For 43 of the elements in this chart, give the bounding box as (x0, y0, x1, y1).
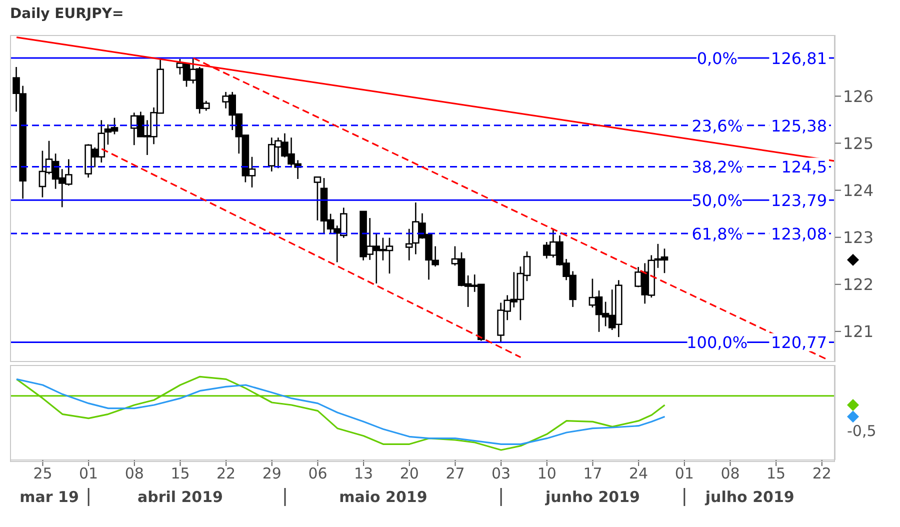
x-tick-label: 15 (170, 464, 190, 483)
x-tick-label: 20 (400, 464, 419, 483)
x-tick-label: 08 (124, 464, 144, 483)
ref-line-label: 123,08 (771, 224, 827, 244)
ref-line-label: 120,77 (771, 333, 827, 352)
x-tick-label: 25 (33, 464, 52, 483)
x2-tick-label: mar 19 (20, 488, 79, 506)
x-tick-label: 08 (720, 464, 740, 483)
y-tick-label: 126 (843, 86, 874, 106)
x2-tick-label: junho 2019 (544, 488, 640, 506)
x-tick-label: 01 (674, 464, 694, 483)
x-tick-label: 22 (812, 464, 832, 483)
annotation: 100,0% (686, 333, 748, 352)
x-tick-label: 13 (354, 464, 374, 483)
annotation: 0,0% (696, 49, 738, 68)
x-tick-label: 22 (216, 464, 236, 483)
chart-title: Daily EURJPY= (10, 6, 124, 22)
ref-line-label: 126,81 (771, 49, 827, 68)
ref-line-label: 124,5 (781, 158, 827, 177)
y-tick-label: 123 (843, 228, 874, 247)
x2-tick-label: maio 2019 (339, 488, 428, 506)
y-tick-label: 125 (843, 134, 874, 153)
x-tick-label: 03 (492, 464, 511, 483)
x-tick-label: 29 (262, 464, 282, 483)
annotation: 38,2% (692, 158, 743, 177)
y-tick-label: 124 (843, 180, 874, 200)
annotation: 23,6% (692, 116, 743, 136)
x2-tick-label: abril 2019 (137, 488, 223, 506)
ref-line-label: 125,38 (771, 116, 827, 136)
x-tick-label: 01 (79, 464, 98, 483)
x-tick-label: 24 (629, 464, 648, 483)
x-tick-label: 10 (537, 464, 556, 483)
x-tick-label: 27 (446, 464, 465, 483)
x-tick-label: 06 (308, 464, 328, 483)
ref-line-label: 123,79 (771, 191, 827, 210)
x-tick-label: 15 (766, 464, 786, 483)
text: -0,5 (847, 422, 876, 440)
annotation: 50,0% (692, 191, 743, 210)
x2-tick-label: julho 2019 (704, 488, 794, 506)
y-tick-label: 122 (843, 275, 874, 294)
annotation: 61,8% (692, 224, 743, 244)
y-tick-label: 121 (843, 322, 874, 342)
x-tick-label: 17 (583, 464, 602, 483)
